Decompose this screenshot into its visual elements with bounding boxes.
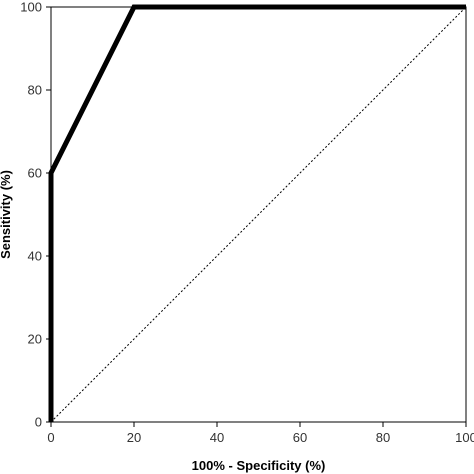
y-tick-label: 60: [28, 166, 42, 181]
x-tick-label: 100: [455, 430, 474, 445]
roc-curve-line: [48, 4, 466, 422]
y-tick-label: 100: [20, 0, 42, 15]
x-tick-label: 20: [127, 430, 141, 445]
plot-area: [48, 4, 467, 423]
x-tick-label: 60: [293, 430, 307, 445]
reference-diagonal-line: [50, 6, 467, 423]
y-tick-label: 20: [28, 332, 42, 347]
x-axis-title: 100% - Specificity (%): [192, 458, 326, 473]
y-tick-label: 80: [28, 83, 42, 98]
x-tick-label: 0: [47, 430, 54, 445]
x-tick-label: 80: [376, 430, 390, 445]
ticks-group: 0 20 40 60 80 100 0 20 40 60 80 100: [20, 0, 474, 445]
y-tick-label: 0: [35, 415, 42, 430]
x-tick-label: 40: [210, 430, 224, 445]
y-tick-label: 40: [28, 249, 42, 264]
y-axis-title: Sensitivity (%): [0, 170, 13, 259]
